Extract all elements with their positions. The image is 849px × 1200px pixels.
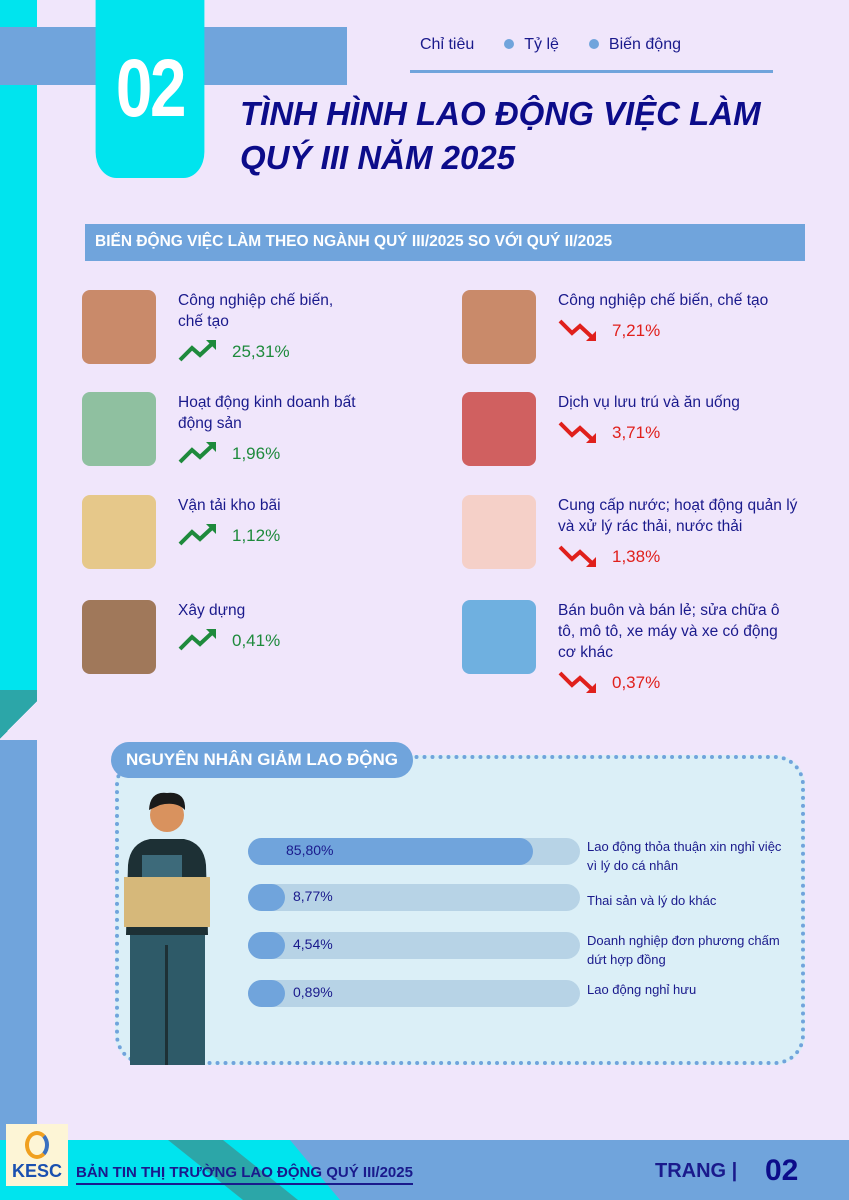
page-number: 02 [765,1154,799,1187]
sector-item: Vận tải kho bãi 1,12% [82,495,358,569]
reason-bar-fill [248,884,285,911]
left-decor-strip-blue [0,740,37,1140]
page-label: TRANG | [655,1160,738,1182]
sector-label: Cung cấp nước; hoạt động quản lý và xử l… [558,497,798,535]
logo-text: KESC [11,1161,62,1181]
reason-label: Thai sản và lý do khác [587,893,717,908]
sector-value: 1,38% [612,546,661,566]
trend-down-icon [558,421,596,443]
sector-label: Công nghiệp chế biến, chế tạo [558,292,769,309]
sector-item: Công nghiệp chế biến, chế tạo 7,21% [462,290,798,364]
sector-label: Dịch vụ lưu trú và ăn uống [558,394,740,411]
logistics-icon [82,495,156,569]
trend-up-icon [178,629,216,651]
logo-icon [25,1131,49,1159]
trend-up-icon [178,442,216,464]
legend-item: Tỷ lệ [504,36,559,54]
sector-label: Hoạt động kinh doanh bất động sản [178,394,356,432]
sector-value: 7,21% [612,320,661,340]
trend-down-icon [558,545,596,567]
trend-up-icon [178,340,216,362]
sector-item: Hoạt động kinh doanh bất động sản 1,96% [82,392,358,466]
sector-label: Bán buôn và bán lẻ; sửa chữa ô tô, mô tô… [558,602,780,661]
sector-label: Vận tải kho bãi [178,497,281,514]
page-title: TÌNH HÌNH LAO ĐỘNG VIỆC LÀM QUÝ III NĂM … [240,95,761,176]
retail-icon [462,600,536,674]
sector-value: 0,41% [232,630,281,650]
sector-value: 25,31% [232,341,290,361]
reason-value: 0,89% [293,984,333,1000]
trend-down-icon [558,319,596,341]
sector-item: Công nghiệp chế biến, chế tạo 25,31% [82,290,358,364]
reason-value: 8,77% [293,888,333,904]
trend-down-icon [558,671,596,693]
sector-item: Cung cấp nước; hoạt động quản lý và xử l… [462,495,798,569]
section-title: BIẾN ĐỘNG VIỆC LÀM THEO NGÀNH QUÝ III/20… [85,224,805,261]
reasons-title: NGUYÊN NHÂN GIẢM LAO ĐỘNG [111,742,413,778]
legend: Chỉ tiêu Tỷ lệ Biến động [420,36,681,54]
reason-bar: 4,54% [248,932,580,959]
worker-with-box-illustration [124,792,210,1065]
reason-value: 85,80% [286,842,334,858]
sector-value: 0,37% [612,672,661,692]
real-estate-icon [82,392,156,466]
trend-up-icon [178,524,216,546]
sector-value: 3,71% [612,422,661,442]
reason-bar-fill [248,838,533,865]
dot-icon [588,39,599,49]
reason-bar: 85,80% [248,838,580,865]
reason-value: 4,54% [293,936,333,952]
factory-icon [462,290,536,364]
sector-item: Dịch vụ lưu trú và ăn uống 3,71% [462,392,798,466]
reason-bar: 8,77% [248,884,580,911]
waste-icon [462,495,536,569]
legend-item: Chỉ tiêu [420,36,475,53]
hotel-icon [462,392,536,466]
sector-item: Xây dựng 0,41% [82,600,358,674]
footer-title: BẢN TIN THỊ TRƯỜNG LAO ĐỘNG QUÝ III/2025 [76,1164,413,1185]
sector-item: Bán buôn và bán lẻ; sửa chữa ô tô, mô tô… [462,600,798,695]
reason-bar-fill [248,980,285,1007]
reason-label: Lao động nghỉ hưu [587,982,697,997]
construction-icon [82,600,156,674]
reason-label: Lao động thỏa thuận xin nghỉ việc vì lý … [587,839,782,873]
kesc-logo: KESC [6,1124,68,1186]
left-decor-strip [0,0,37,690]
sector-value: 1,96% [232,443,281,463]
sector-value: 1,12% [232,525,281,545]
factory-icon [82,290,156,364]
reason-bar: 0,89% [248,980,580,1007]
sector-label: Công nghiệp chế biến, chế tạo [178,292,334,330]
section-number: 02 [95,0,205,178]
legend-item: Biến động [588,36,681,54]
dot-icon [504,39,515,49]
reason-bar-fill [248,932,285,959]
divider [410,70,773,73]
reason-label: Doanh nghiệp đơn phương chấm dứt hợp đồn… [587,933,780,967]
sector-label: Xây dựng [178,602,246,619]
